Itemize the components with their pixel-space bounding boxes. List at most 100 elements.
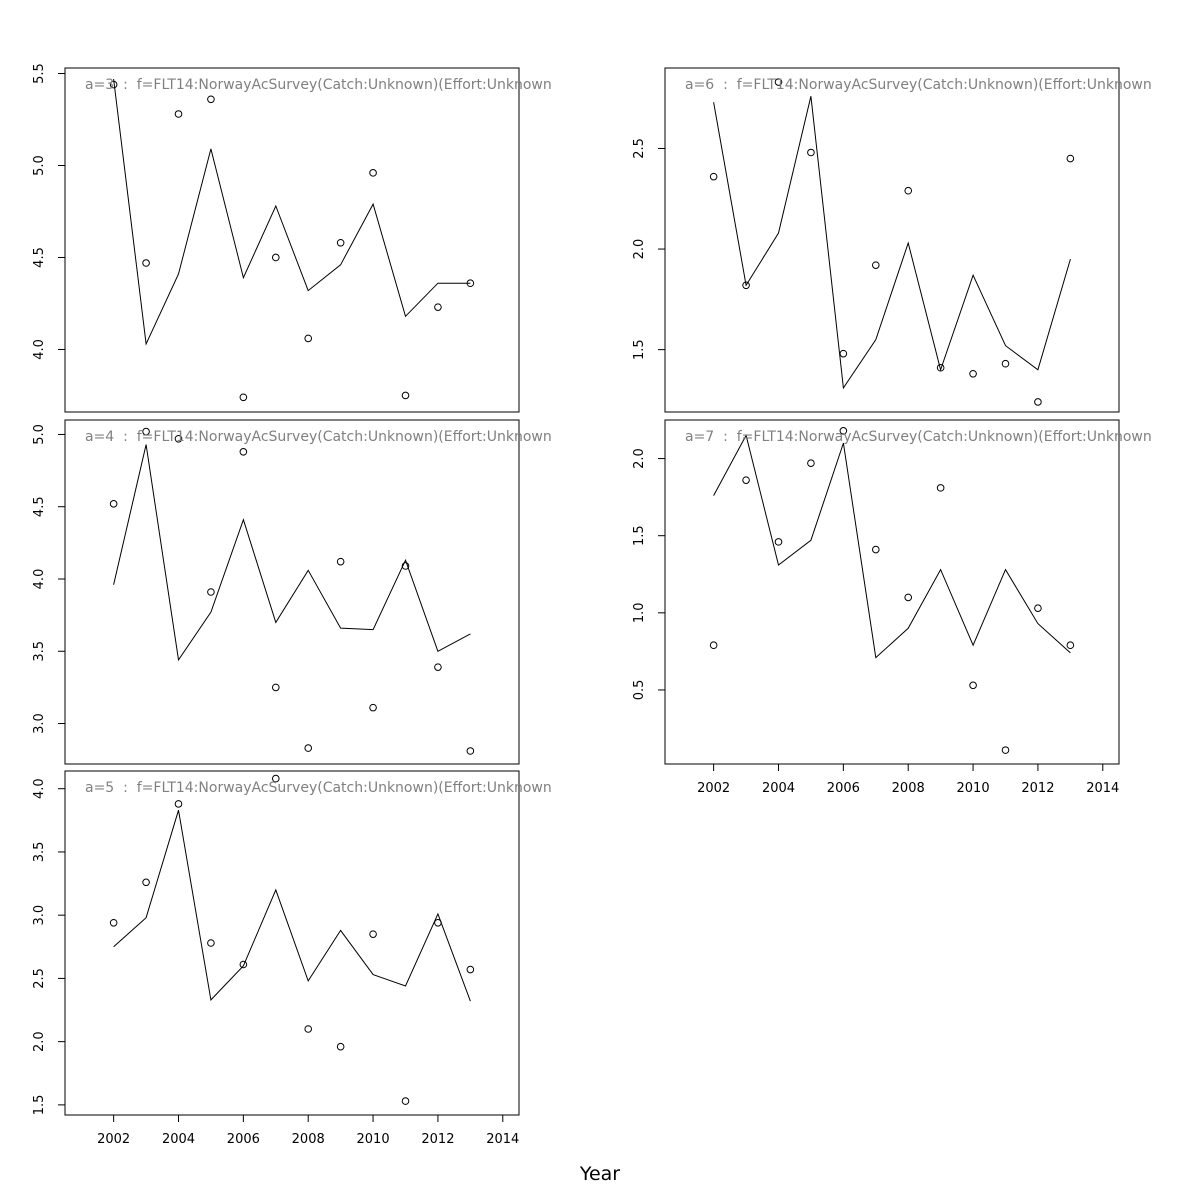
observed-point — [369, 930, 377, 938]
x-tick-label: 2002 — [697, 781, 730, 796]
observed-point — [369, 703, 377, 712]
plot-frame — [64, 770, 520, 1116]
observed-point — [239, 960, 248, 969]
observed-point — [969, 681, 977, 690]
observed-point — [434, 303, 442, 311]
y-tick-label: 1.5 — [632, 339, 647, 360]
x-tick-label: 2006 — [227, 1132, 260, 1147]
observed-point — [904, 186, 913, 195]
y-tick-label: 2.0 — [632, 239, 647, 260]
observed-point — [207, 95, 215, 104]
observed-point — [142, 259, 150, 267]
y-tick-label: 3.5 — [32, 641, 47, 662]
observed-point — [304, 1025, 313, 1033]
x-tick-label: 2012 — [1021, 781, 1054, 796]
plot-frame — [664, 67, 1120, 413]
fitted-line — [113, 78, 471, 346]
x-tick-label: 2012 — [421, 1132, 454, 1147]
observed-point — [174, 434, 183, 443]
observed-point — [304, 744, 313, 752]
plot-frame — [664, 419, 1120, 765]
observed-point — [871, 261, 880, 269]
panel-4: 1.5 2.0 2.5 a=6 : f=FLT14:NorwayAcSurvey(Ca… — [632, 67, 1152, 413]
observed-point — [401, 391, 410, 400]
observed-point — [774, 78, 783, 86]
observed-point — [742, 476, 750, 484]
observed-point — [709, 172, 718, 181]
observed-point — [434, 663, 442, 671]
y-tick-label: 3.0 — [32, 905, 47, 926]
panel-5: 0.5 1.0 1.5 2.0 2002 2004 2006 2008 2010 2012 2014… — [632, 419, 1152, 796]
observed-point — [871, 545, 880, 554]
fitted-line — [713, 434, 1071, 659]
plot-frame — [64, 419, 520, 765]
y-tick-label: 1.0 — [632, 602, 647, 623]
y-tick-label: 1.5 — [32, 1095, 47, 1116]
observed-point — [207, 939, 215, 947]
observed-point — [109, 500, 118, 508]
observed-point — [174, 800, 183, 808]
panel-1: 4.0 4.5 5.0 5.5 a=3 : f=FLT14:NorwayAcSurvey… — [32, 63, 552, 413]
panel-2: 3.0 3.5 4.0 4.5 5.0 a=4 : f=FLT14:NorwayAcSur… — [32, 419, 552, 765]
y-tick-label: 4.0 — [32, 339, 47, 360]
observed-point — [1034, 398, 1042, 406]
y-tick-label: 1.5 — [632, 525, 647, 546]
plot-frame — [64, 67, 520, 413]
x-tick-label: 2014 — [486, 1132, 519, 1147]
y-tick-label: 5.0 — [32, 155, 47, 176]
panel-title: a=4 : f=FLT14:NorwayAcSurvey(Catch:Unkno… — [85, 429, 552, 445]
fitted-line — [713, 96, 1071, 390]
observed-point — [109, 918, 118, 927]
observed-point — [271, 683, 280, 692]
observed-point — [709, 641, 718, 650]
y-tick-label: 5.0 — [32, 424, 47, 445]
x-tick-label: 2004 — [162, 1132, 195, 1147]
observed-point — [174, 110, 183, 118]
x-axis-title: Year — [579, 1163, 620, 1185]
y-tick-label: 3.0 — [32, 713, 47, 734]
panel-title: a=3 : f=FLT14:NorwayAcSurvey(Catch:Unkno… — [85, 77, 552, 93]
observed-point — [239, 447, 248, 456]
observed-point — [142, 427, 150, 436]
y-tick-label: 4.0 — [32, 569, 47, 590]
observed-point — [207, 588, 215, 596]
panel-title: a=5 : f=FLT14:NorwayAcSurvey(Catch:Unkno… — [85, 780, 552, 796]
fitted-line — [113, 444, 471, 662]
observed-point — [1034, 604, 1042, 612]
panel-3: 1.5 2.0 2.5 3.0 3.5 4.0 2002 2004 2006 2008 2010 20… — [32, 770, 552, 1147]
observed-point — [336, 238, 345, 247]
observed-point — [807, 459, 815, 467]
observed-point — [936, 484, 945, 492]
observed-point — [142, 878, 150, 887]
observed-point — [401, 1097, 410, 1105]
observed-point — [1066, 641, 1075, 650]
observed-point — [336, 557, 345, 566]
observed-point — [839, 349, 848, 358]
panel-title: a=6 : f=FLT14:NorwayAcSurvey(Catch:Unkno… — [685, 77, 1152, 93]
y-tick-label: 4.0 — [32, 778, 47, 799]
observed-point — [774, 538, 783, 546]
x-tick-label: 2002 — [97, 1132, 130, 1147]
observed-point — [336, 1042, 345, 1051]
observed-point — [239, 393, 248, 402]
x-tick-label: 2010 — [957, 781, 990, 796]
observed-point — [969, 369, 977, 378]
observed-point — [466, 747, 475, 755]
observed-point — [839, 426, 848, 435]
x-tick-label: 2014 — [1086, 781, 1119, 796]
observed-point — [807, 148, 815, 157]
observed-point — [401, 562, 410, 570]
x-tick-label: 2008 — [292, 1132, 325, 1147]
y-tick-label: 2.0 — [32, 1031, 47, 1052]
y-tick-label: 3.5 — [32, 842, 47, 863]
panels: 4.0 4.5 5.0 5.5 a=3 : f=FLT14:NorwayAcSurvey… — [32, 63, 1152, 1147]
observed-point — [271, 253, 280, 262]
y-tick-label: 4.5 — [32, 247, 47, 268]
y-tick-label: 0.5 — [632, 680, 647, 701]
y-tick-label: 2.5 — [32, 968, 47, 989]
x-tick-label: 2004 — [762, 781, 795, 796]
observed-point — [742, 281, 750, 290]
observed-point — [466, 965, 475, 974]
x-tick-label: 2006 — [827, 781, 860, 796]
